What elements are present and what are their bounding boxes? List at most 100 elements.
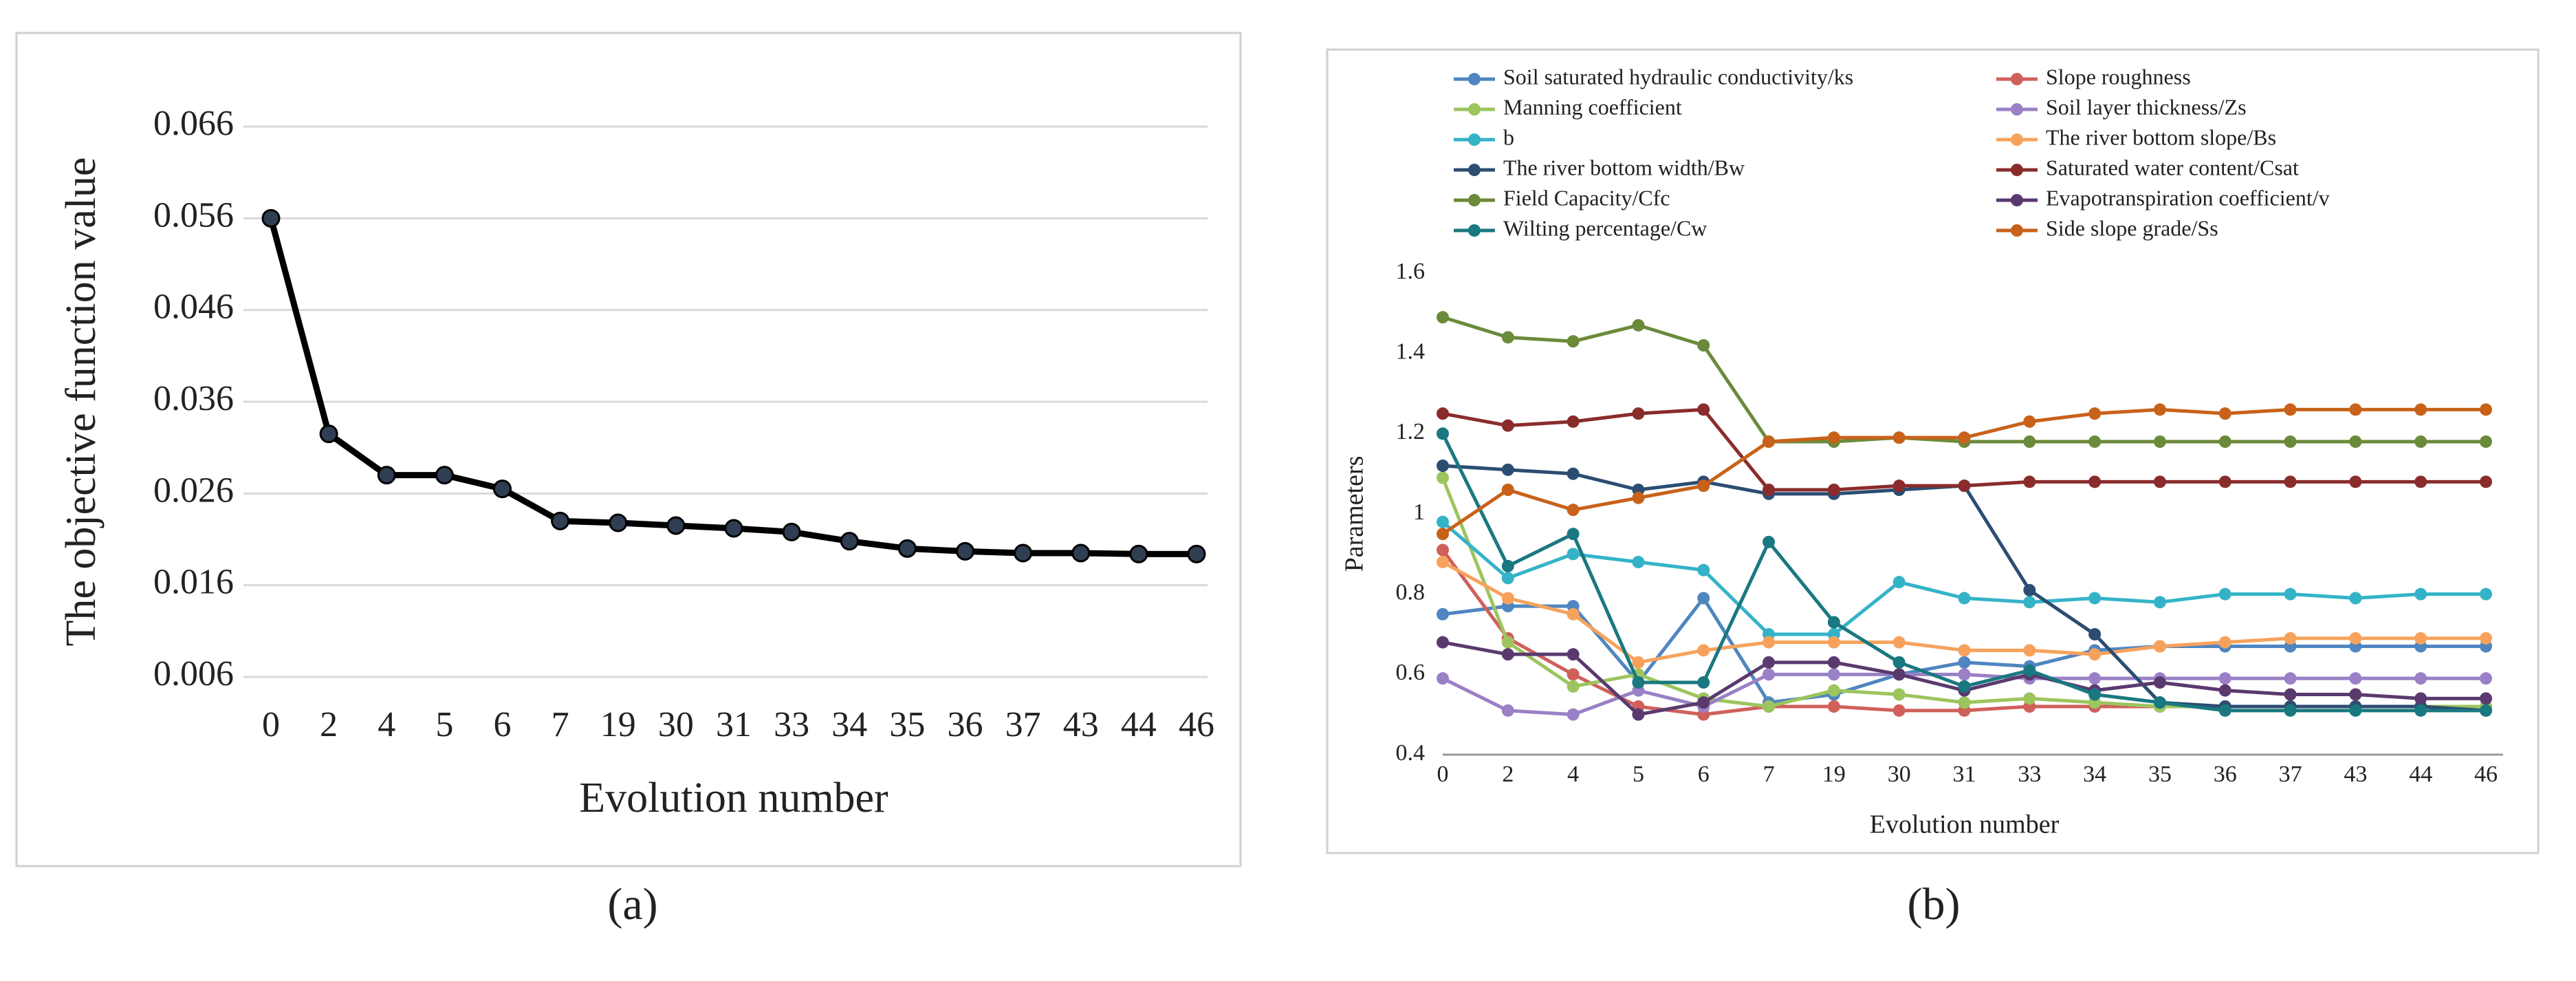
data-point <box>1632 708 1645 721</box>
data-point <box>1762 535 1776 548</box>
data-point <box>1437 636 1449 649</box>
x-tick-label: 4 <box>1567 762 1579 787</box>
data-point <box>1827 684 1840 697</box>
y-axis-title: Parameters <box>1340 456 1369 572</box>
data-point <box>1071 543 1091 563</box>
data-point <box>2349 592 2362 605</box>
data-point <box>1958 696 1971 709</box>
x-tick-label: 30 <box>658 705 694 744</box>
x-tick-label: 34 <box>831 705 867 744</box>
data-point <box>1958 431 1971 444</box>
data-point <box>1437 311 1449 324</box>
data-point <box>1697 696 1710 709</box>
data-point <box>1567 548 1580 561</box>
data-point <box>2088 407 2102 420</box>
legend-marker <box>1468 224 1481 237</box>
data-point <box>1437 427 1449 440</box>
data-point <box>1501 572 1514 585</box>
y-tick-label: 0.026 <box>153 471 234 510</box>
data-point <box>2023 475 2036 488</box>
data-point <box>2284 475 2297 488</box>
data-point <box>1892 688 1906 701</box>
data-point <box>2023 644 2036 657</box>
x-axis-title: Evolution number <box>579 775 888 821</box>
data-point <box>1697 676 1710 689</box>
data-point <box>1762 435 1776 448</box>
data-point <box>2284 587 2297 601</box>
legend-marker <box>2011 133 2023 146</box>
x-tick-label: 7 <box>1763 762 1775 787</box>
data-point <box>2088 648 2102 661</box>
legend-marker <box>2011 103 2023 116</box>
y-tick-label: 1 <box>1413 499 1425 525</box>
data-point <box>1437 515 1449 528</box>
data-point <box>2023 415 2036 428</box>
data-point <box>2414 672 2427 685</box>
data-point <box>1697 592 1710 605</box>
data-point <box>1501 331 1514 344</box>
data-point <box>1501 419 1514 432</box>
x-tick-label: 6 <box>494 705 512 744</box>
data-point <box>2153 403 2166 416</box>
legend-marker <box>1468 73 1481 85</box>
data-point <box>261 208 281 228</box>
legend-marker <box>2011 194 2023 206</box>
data-point <box>2088 435 2102 448</box>
data-point <box>1892 656 1906 669</box>
x-tick-label: 43 <box>1063 705 1099 744</box>
x-tick-label: 44 <box>1121 705 1157 744</box>
data-point <box>2349 632 2362 645</box>
data-point <box>1632 656 1645 669</box>
y-axis-title: The objective function value <box>58 157 105 646</box>
data-point <box>2349 475 2362 488</box>
data-point <box>2218 435 2231 448</box>
data-point <box>1958 592 1971 605</box>
data-point <box>897 539 917 558</box>
data-point <box>1762 700 1776 713</box>
data-point <box>956 541 974 561</box>
data-point <box>609 513 628 532</box>
data-point <box>1437 528 1449 541</box>
data-point <box>1632 491 1645 504</box>
x-tick-label: 7 <box>552 705 569 744</box>
data-point <box>1827 616 1840 629</box>
legend-marker <box>2011 73 2023 85</box>
legend-label: Field Capacity/Cfc <box>1503 185 1670 210</box>
x-tick-label: 31 <box>1953 762 1976 787</box>
legend-marker <box>1468 164 1481 176</box>
x-tick-label: 5 <box>435 705 453 744</box>
data-point <box>2349 688 2362 701</box>
panel-caption: (b) <box>1908 879 1961 929</box>
data-point <box>2414 587 2427 601</box>
data-point <box>2349 435 2362 448</box>
data-point <box>2218 407 2231 420</box>
data-point <box>1501 704 1514 717</box>
y-tick-label: 1.4 <box>1396 338 1426 364</box>
data-point <box>1827 484 1840 496</box>
y-tick-label: 0.6 <box>1396 660 1426 685</box>
data-point <box>1827 431 1840 444</box>
legend-label: Manning coefficient <box>1503 94 1682 119</box>
data-point <box>1187 544 1206 563</box>
data-point <box>1958 479 1971 493</box>
x-axis-title: Evolution number <box>1870 810 2060 839</box>
data-point <box>2218 587 2231 601</box>
data-point <box>1437 460 1449 472</box>
data-point <box>1437 672 1449 685</box>
data-point <box>1567 467 1580 480</box>
data-point <box>2153 435 2166 448</box>
legend-label: Evapotranspiration coefficient/v <box>2046 185 2330 210</box>
legend-marker <box>1468 194 1481 206</box>
data-point <box>1567 668 1580 681</box>
data-point <box>2218 704 2231 717</box>
data-point <box>2349 403 2362 416</box>
data-point <box>2414 475 2427 488</box>
data-point <box>2153 596 2166 609</box>
data-point <box>2088 628 2102 640</box>
data-point <box>1762 636 1776 649</box>
data-point <box>1437 543 1449 557</box>
data-point <box>2414 403 2427 416</box>
data-point <box>666 516 686 535</box>
